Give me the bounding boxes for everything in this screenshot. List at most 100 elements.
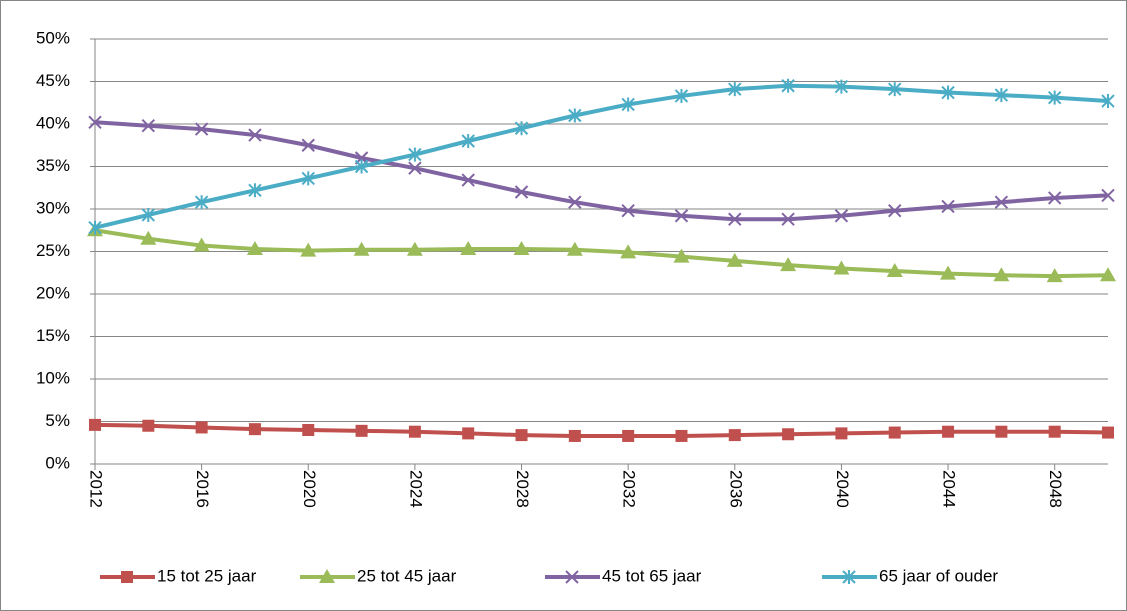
- y-tick-label: 20%: [36, 283, 70, 302]
- data-point: [726, 252, 743, 267]
- data-point: [460, 240, 477, 255]
- series-line: [94, 422, 1109, 438]
- data-point: [194, 122, 209, 136]
- data-point: [621, 203, 635, 218]
- data-point: [994, 88, 1009, 103]
- series-line: [94, 228, 1109, 279]
- data-point: [248, 128, 262, 142]
- data-point: [566, 241, 583, 256]
- legend-label: 65 jaar of ouder: [879, 566, 998, 585]
- data-point: [1101, 188, 1115, 203]
- data-point: [1101, 94, 1115, 109]
- x-tick-label: 2024: [406, 470, 425, 508]
- data-point: [248, 183, 262, 198]
- data-point: [408, 161, 422, 175]
- y-tick-label: 25%: [36, 241, 70, 260]
- data-point: [142, 419, 155, 432]
- data-point: [993, 267, 1010, 282]
- legend-marker: [319, 569, 335, 583]
- y-tick-label: 15%: [36, 326, 70, 345]
- data-point: [781, 78, 795, 93]
- x-tick-label: 2028: [513, 470, 532, 508]
- y-tick-label: 30%: [36, 198, 70, 217]
- x-tick-label: 2036: [726, 470, 745, 508]
- data-point: [193, 237, 210, 252]
- data-point: [834, 79, 849, 94]
- x-tick-label: 2032: [620, 470, 639, 508]
- data-point: [513, 240, 530, 255]
- data-point: [354, 159, 369, 174]
- data-point: [942, 425, 955, 438]
- data-point: [728, 212, 742, 226]
- data-point: [568, 429, 581, 442]
- data-point: [568, 195, 582, 209]
- data-point: [461, 134, 475, 148]
- y-tick-label: 50%: [36, 28, 70, 47]
- data-point: [994, 195, 1009, 209]
- data-point: [620, 244, 637, 259]
- y-tick-label: 35%: [36, 156, 70, 175]
- data-point: [248, 423, 261, 436]
- data-point: [88, 115, 102, 130]
- data-point: [833, 260, 850, 275]
- data-point: [940, 265, 957, 280]
- legend-marker: [565, 570, 579, 584]
- data-point: [568, 108, 582, 123]
- data-point: [888, 203, 902, 218]
- data-point: [782, 428, 795, 441]
- data-point: [141, 118, 156, 133]
- data-point: [514, 185, 529, 199]
- data-point: [353, 241, 370, 256]
- data-point: [835, 427, 848, 440]
- data-point: [406, 241, 423, 256]
- data-point: [888, 82, 902, 97]
- legend-label: 45 tot 65 jaar: [602, 566, 702, 585]
- data-point: [1046, 268, 1063, 283]
- data-point: [941, 199, 955, 214]
- y-tick-label: 10%: [36, 368, 70, 387]
- x-tick-label: 2048: [1046, 470, 1065, 508]
- y-tick-label: 45%: [36, 71, 70, 90]
- data-point: [834, 209, 849, 223]
- data-point: [622, 429, 635, 442]
- data-point: [995, 425, 1008, 438]
- x-tick-label: 2016: [193, 470, 212, 508]
- data-point: [1048, 425, 1061, 438]
- series-line: [94, 83, 1109, 230]
- data-point: [355, 424, 368, 437]
- data-point: [673, 248, 690, 263]
- data-point: [408, 425, 421, 438]
- data-point: [888, 426, 901, 439]
- data-point: [1100, 267, 1116, 282]
- data-point: [1047, 90, 1062, 105]
- data-point: [88, 220, 102, 235]
- data-point: [886, 263, 903, 278]
- data-point: [300, 242, 317, 257]
- y-tick-label: 40%: [36, 113, 70, 132]
- data-point: [302, 424, 315, 436]
- data-point: [1102, 426, 1114, 439]
- legend-marker: [842, 570, 856, 584]
- y-tick-label: 5%: [45, 411, 70, 430]
- legend-label: 15 tot 25 jaar: [157, 566, 257, 585]
- data-point: [89, 418, 101, 431]
- data-point: [194, 195, 209, 210]
- y-tick-label: 0%: [45, 453, 70, 472]
- x-tick-label: 2020: [300, 470, 319, 508]
- data-point: [141, 207, 156, 222]
- data-point: [246, 240, 263, 255]
- data-point: [941, 85, 955, 100]
- data-point: [728, 429, 741, 442]
- data-point: [1047, 191, 1062, 205]
- legend-marker: [121, 571, 133, 583]
- data-point: [728, 82, 742, 97]
- data-point: [674, 209, 689, 223]
- data-point: [781, 212, 795, 226]
- legend-label: 25 tot 45 jaar: [357, 566, 457, 585]
- data-point: [675, 429, 688, 442]
- data-point: [301, 171, 315, 186]
- data-point: [462, 427, 475, 440]
- data-point: [461, 173, 475, 187]
